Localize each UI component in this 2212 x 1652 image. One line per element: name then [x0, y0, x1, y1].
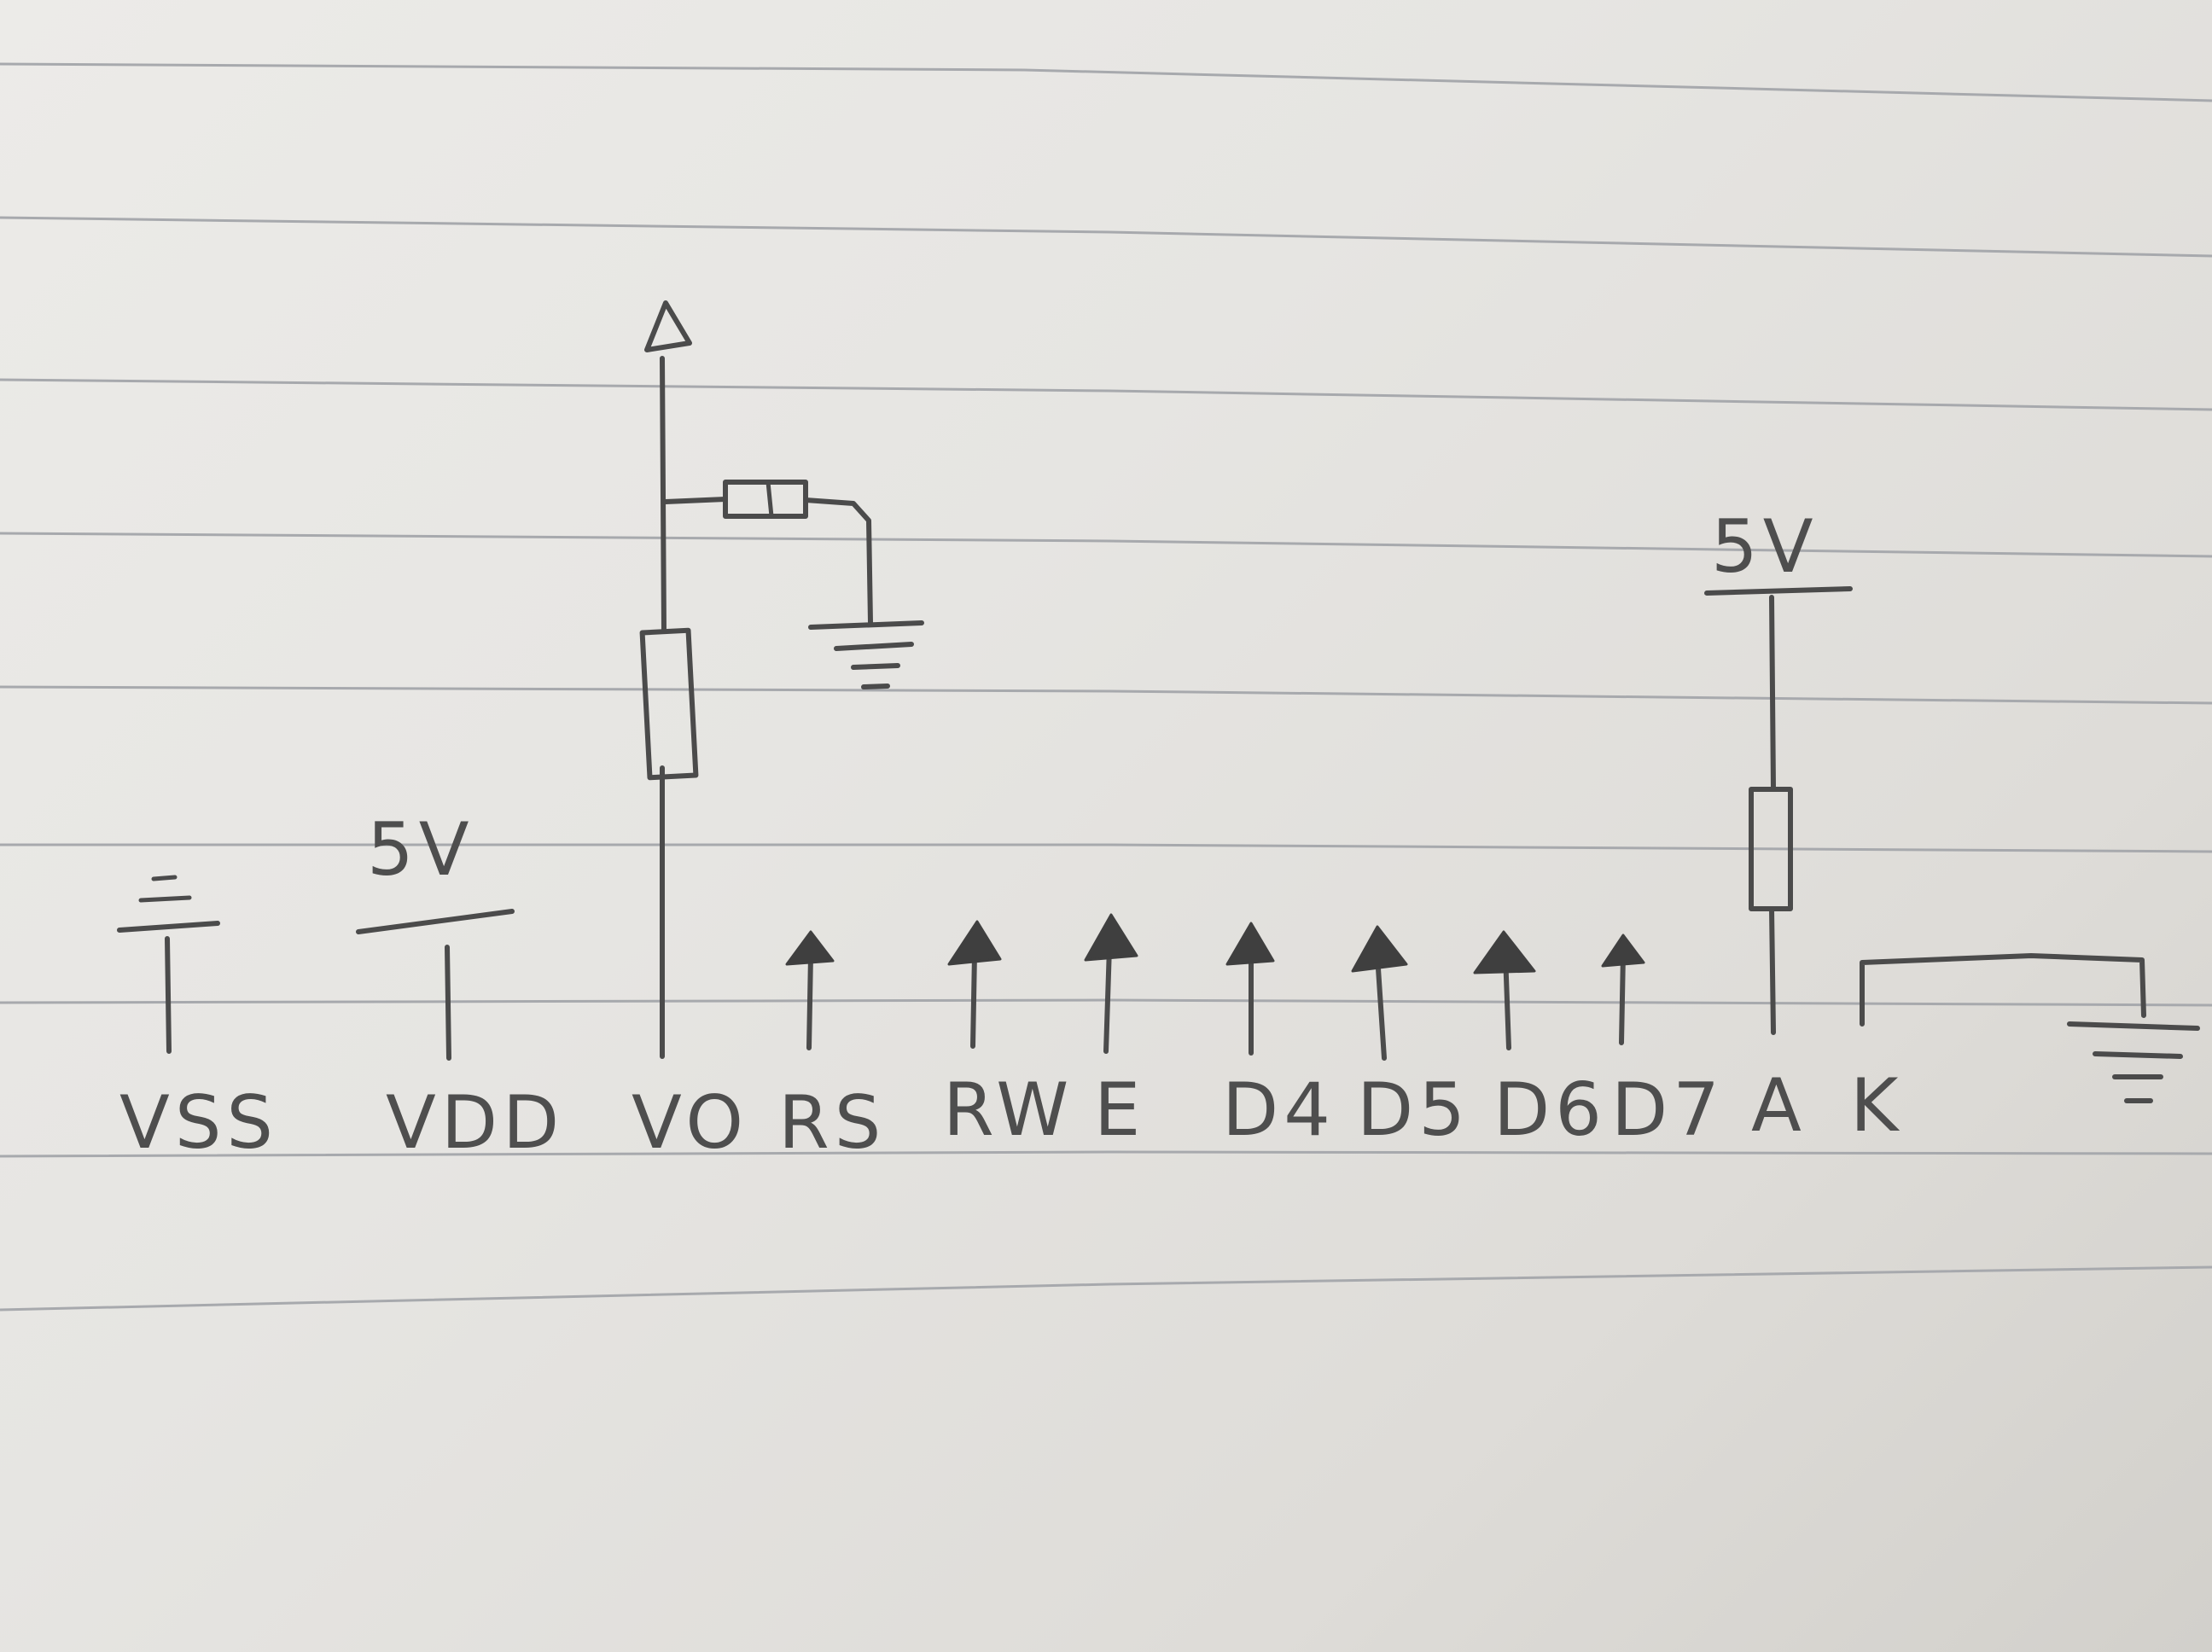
- d4-arrow-icon: [1225, 922, 1275, 1056]
- pin-label-e: E: [1094, 1067, 1145, 1153]
- d6-arrow-icon: [1473, 930, 1536, 1050]
- anode-supply-label: 5V: [1711, 504, 1819, 590]
- pin-label-a: A: [1751, 1063, 1807, 1149]
- vdd-supply-label: 5V: [367, 807, 474, 893]
- pin-label-vss: VSS: [119, 1080, 278, 1166]
- pin-label-d7: D7: [1611, 1067, 1725, 1153]
- pin-label-vo: VO: [632, 1080, 748, 1166]
- ruled-lines: [0, 62, 2212, 1312]
- d7-arrow-icon: [1601, 934, 1645, 1045]
- e-arrow-icon: [1084, 913, 1138, 1054]
- pin-label-rw: RW: [943, 1067, 1074, 1153]
- pin-label-k: K: [1850, 1063, 1903, 1149]
- vss-ground-symbol: [117, 875, 220, 1054]
- pin-label-d5: D5: [1357, 1067, 1470, 1153]
- vdd-supply-symbol: [356, 909, 515, 1061]
- rs-arrow-icon: [785, 930, 835, 1050]
- pin-label-vdd: VDD: [386, 1080, 564, 1166]
- d5-arrow-icon: [1351, 925, 1408, 1061]
- rw-arrow-icon: [947, 920, 1002, 1049]
- pin-label-d6: D6: [1493, 1067, 1607, 1153]
- pin-label-d4: D4: [1222, 1067, 1336, 1153]
- cathode-ground-network: [1860, 953, 2200, 1103]
- vo-contrast-network: [639, 300, 924, 1059]
- anode-supply-network: [1704, 586, 1853, 1035]
- signal-arrows: [785, 913, 1645, 1061]
- pin-labels: VSS VDD VO RS RW E D4 D5 D6 D7 A K: [119, 1063, 1903, 1166]
- pin-label-rs: RS: [778, 1080, 886, 1166]
